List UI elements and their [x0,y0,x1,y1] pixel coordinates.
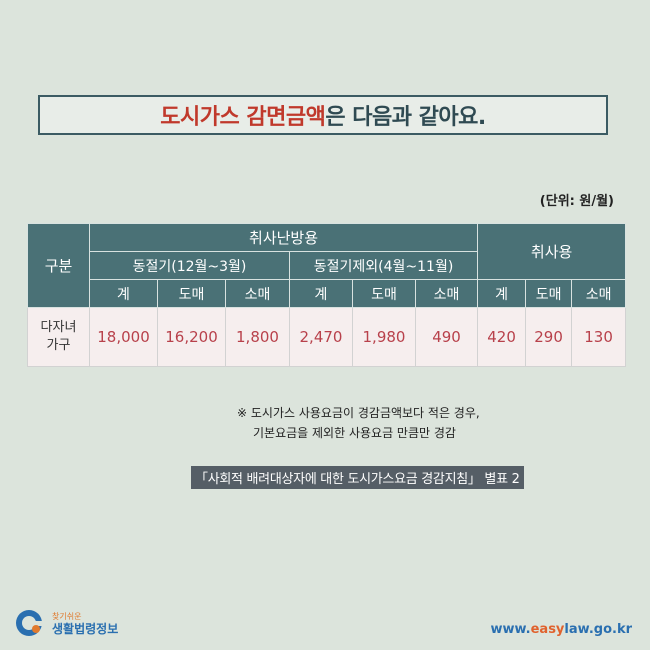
table-cell: 490 [414,307,479,367]
col-header: 계 [289,279,353,308]
row-label-line2: 가구 [46,338,71,353]
header-gubun: 구분 [27,223,90,308]
easylaw-logo[interactable]: 찾기쉬운 생활법령정보 [14,608,118,638]
url-accent: easy [530,622,565,637]
table-cell: 130 [571,307,627,367]
table-cell: 1,800 [225,307,290,367]
logo-big-text: 생활법령정보 [52,622,119,636]
col-header: 소매 [571,279,627,308]
table-cell: 1,980 [352,307,416,367]
header-non-winter: 동절기제외(4월~11월) [288,251,479,280]
table-cell: 290 [525,307,573,367]
header-cook-heat: 취사난방용 [88,223,479,252]
col-header: 계 [89,279,158,308]
footnote-line1: ※ 도시가스 사용요금이 경감금액보다 적은 경우, [237,406,480,420]
header-winter: 동절기(12월~3월) [89,251,290,280]
col-header: 소매 [225,279,290,308]
title-box: 도시가스 감면금액 은 다음과 같아요. [38,95,608,135]
table-cell: 18,000 [89,307,158,367]
source-citation: 「사회적 배려대상자에 대한 도시가스요금 경감지침」 별표 2 [191,466,524,489]
unit-label: (단위: 원/월) [539,194,614,209]
table-cell: 16,200 [157,307,226,367]
row-label-line1: 다자녀 [40,320,77,335]
table-cell: 420 [477,307,527,367]
col-header: 계 [477,279,527,308]
footnote-line2: 기본요금을 제외한 사용요금 만큼만 경감 [253,426,456,440]
col-header: 도매 [352,279,416,308]
logo-small-text: 찾기쉬운 [52,612,82,621]
col-header: 소매 [414,279,479,308]
table-cell: 2,470 [289,307,353,367]
url-post: law.go.kr [564,622,632,637]
footnote: ※ 도시가스 사용요금이 경감금액보다 적은 경우, 기본요금을 제외한 사용요… [237,403,480,443]
logo-icon [16,610,47,636]
title-highlight: 도시가스 감면금액 [160,105,326,130]
site-url[interactable]: www.easylaw.go.kr [490,622,632,637]
title-rest: 은 다음과 같아요. [325,105,486,130]
header-cook: 취사용 [477,223,627,280]
col-header: 도매 [525,279,573,308]
url-pre: www. [490,622,531,637]
col-header: 도매 [157,279,226,308]
discount-table: 구분 취사난방용 취사용 동절기(12월~3월) 동절기제외(4월~11월) 계… [27,223,627,367]
